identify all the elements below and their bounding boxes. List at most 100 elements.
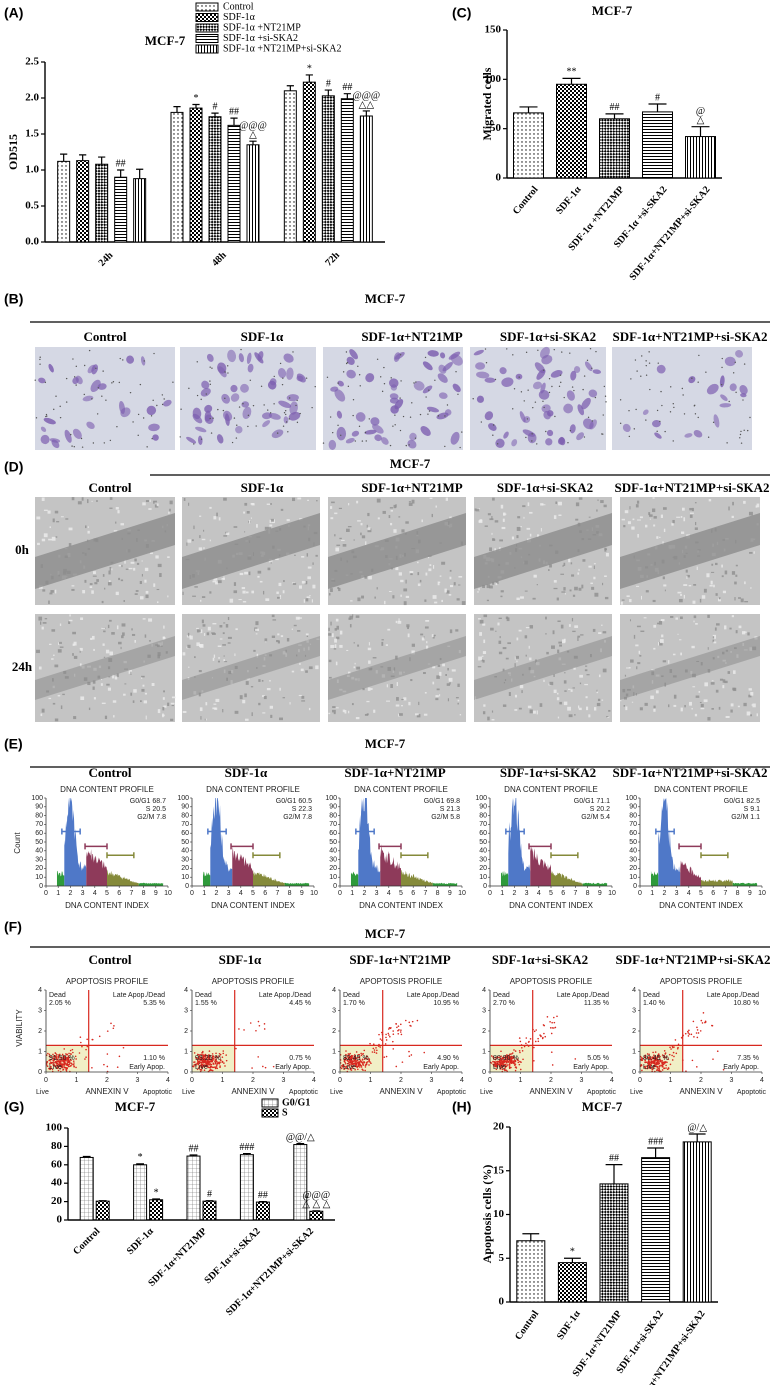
significance-label: # — [207, 1189, 212, 1200]
event-dot — [70, 1064, 72, 1067]
pore — [332, 431, 334, 434]
event-dot — [648, 1059, 650, 1062]
stained-cell — [563, 403, 574, 414]
texture — [449, 576, 452, 580]
x-axis-end-label: Apoptotic — [437, 1089, 467, 1096]
bar — [114, 176, 128, 243]
histogram-decor — [232, 845, 253, 886]
pore — [512, 408, 514, 410]
texture — [585, 696, 588, 699]
texture — [244, 531, 246, 533]
texture — [724, 570, 728, 575]
texture — [567, 688, 571, 690]
stained-cell — [336, 410, 343, 419]
event-dot — [199, 1056, 201, 1059]
texture — [120, 646, 122, 650]
event-dot — [211, 1058, 214, 1060]
texture — [250, 517, 252, 519]
texture — [484, 525, 488, 527]
texture — [244, 502, 248, 506]
quadrant-label: Dead — [343, 992, 360, 999]
texture — [200, 716, 202, 720]
pore — [399, 429, 402, 432]
texture — [54, 718, 59, 722]
pore — [80, 437, 83, 440]
plot-title: DNA CONTENT PROFILE — [354, 785, 448, 794]
y-tick-label: 90 — [181, 804, 189, 811]
y-tick-label: 90 — [629, 804, 637, 811]
texture — [352, 614, 354, 618]
stained-cell — [550, 370, 563, 378]
pore — [728, 400, 730, 403]
stained-cell — [336, 426, 347, 441]
event-dot — [655, 1063, 657, 1066]
texture — [478, 588, 480, 591]
texture — [545, 633, 547, 635]
pore — [506, 348, 508, 350]
y-tick-label: 1 — [38, 1048, 42, 1055]
pore — [551, 385, 553, 388]
pore — [379, 376, 382, 378]
x-axis-label: ANNEXIN V — [529, 1087, 573, 1096]
texture — [120, 523, 125, 526]
stained-cell — [476, 371, 490, 379]
event-dot — [360, 1061, 363, 1063]
texture — [524, 590, 528, 592]
texture — [456, 598, 460, 601]
pore — [39, 356, 41, 358]
pore — [543, 406, 545, 409]
texture — [682, 507, 685, 511]
texture — [710, 682, 715, 685]
event-dot — [209, 1062, 211, 1065]
texture — [120, 579, 124, 582]
plot-title: APOPTOSIS PROFILE — [66, 977, 149, 986]
pore — [399, 354, 402, 356]
texture — [429, 497, 433, 500]
event-dot — [392, 1048, 395, 1050]
y-axis-label: Apoptosis cells (%) — [480, 1165, 494, 1264]
event-dot — [701, 1022, 704, 1024]
pore — [605, 401, 607, 403]
pore — [368, 418, 371, 420]
pore — [247, 414, 250, 417]
event-dot — [122, 1046, 125, 1049]
texture — [49, 592, 53, 595]
stained-cell — [152, 434, 159, 441]
x-tick-label: 4 — [312, 1077, 316, 1084]
texture — [366, 524, 368, 528]
texture — [591, 586, 595, 590]
stained-cell — [511, 439, 518, 447]
event-dot — [539, 1034, 541, 1036]
event-dot — [395, 1065, 398, 1068]
texture — [482, 584, 486, 589]
texture — [750, 714, 753, 717]
texture — [516, 660, 518, 663]
texture — [730, 709, 733, 713]
texture — [109, 497, 113, 500]
pore — [531, 440, 533, 442]
texture — [306, 553, 309, 557]
legend-swatch — [261, 1108, 279, 1118]
event-dot — [347, 1068, 350, 1070]
event-dot — [640, 1064, 643, 1067]
texture — [688, 585, 692, 587]
event-dot — [514, 1059, 517, 1062]
x-tick-label: 1 — [369, 1077, 373, 1084]
texture — [582, 559, 586, 562]
texture — [716, 623, 720, 626]
histogram-decor — [56, 870, 65, 886]
pore — [657, 362, 659, 364]
pore — [132, 421, 134, 423]
stained-cell — [569, 424, 576, 434]
texture — [53, 654, 55, 657]
texture — [279, 687, 281, 691]
event-dot — [649, 1065, 651, 1068]
stained-cell — [238, 353, 244, 363]
texture — [738, 625, 742, 629]
y-tick-label: 10 — [479, 874, 487, 881]
texture — [346, 649, 349, 652]
texture — [401, 705, 403, 707]
event-dot — [59, 1062, 61, 1065]
texture — [446, 590, 450, 594]
texture — [339, 537, 342, 540]
